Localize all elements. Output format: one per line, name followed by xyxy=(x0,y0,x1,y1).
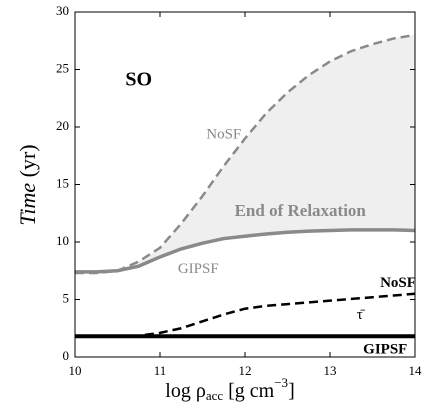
series-line xyxy=(75,292,416,338)
y-tick-label: 20 xyxy=(56,118,69,133)
x-axis-label: log ρacc [g cm−3] xyxy=(165,375,294,403)
x-label-sup: −3 xyxy=(274,375,288,390)
annotation: τ̄ xyxy=(357,307,366,323)
x-tick-label: 13 xyxy=(324,363,337,378)
y-tick-label: 30 xyxy=(56,3,69,18)
y-tick-label: 0 xyxy=(63,348,70,363)
y-axis-label: Time (yr) xyxy=(15,144,40,225)
y-tick-label: 10 xyxy=(56,233,69,248)
series-label: GIPSF xyxy=(178,261,219,277)
y-label-part: Time xyxy=(15,183,40,226)
y-tick-label: 25 xyxy=(56,60,69,75)
series-label: GIPSF xyxy=(363,342,407,358)
relaxation-band xyxy=(75,35,415,274)
y-label-part: (yr) xyxy=(15,144,40,182)
series-label: NoSF xyxy=(206,126,241,142)
x-tick-label: 14 xyxy=(409,363,423,378)
x-label-sub: acc xyxy=(206,388,224,403)
y-tick-label: 15 xyxy=(56,175,69,190)
series-line xyxy=(75,33,416,275)
series-label: NoSF xyxy=(380,275,416,291)
x-label-part: log ρ xyxy=(165,380,206,402)
y-tick-label: 5 xyxy=(63,290,70,305)
x-label-part: ] xyxy=(288,380,295,402)
x-tick-label: 11 xyxy=(154,363,167,378)
x-tick-label: 12 xyxy=(239,363,252,378)
series-line xyxy=(75,228,416,274)
annotation: End of Relaxation xyxy=(235,201,367,220)
annotation: SO xyxy=(125,69,152,91)
x-tick-label: 10 xyxy=(69,363,82,378)
x-label-part: [g cm xyxy=(223,380,275,402)
